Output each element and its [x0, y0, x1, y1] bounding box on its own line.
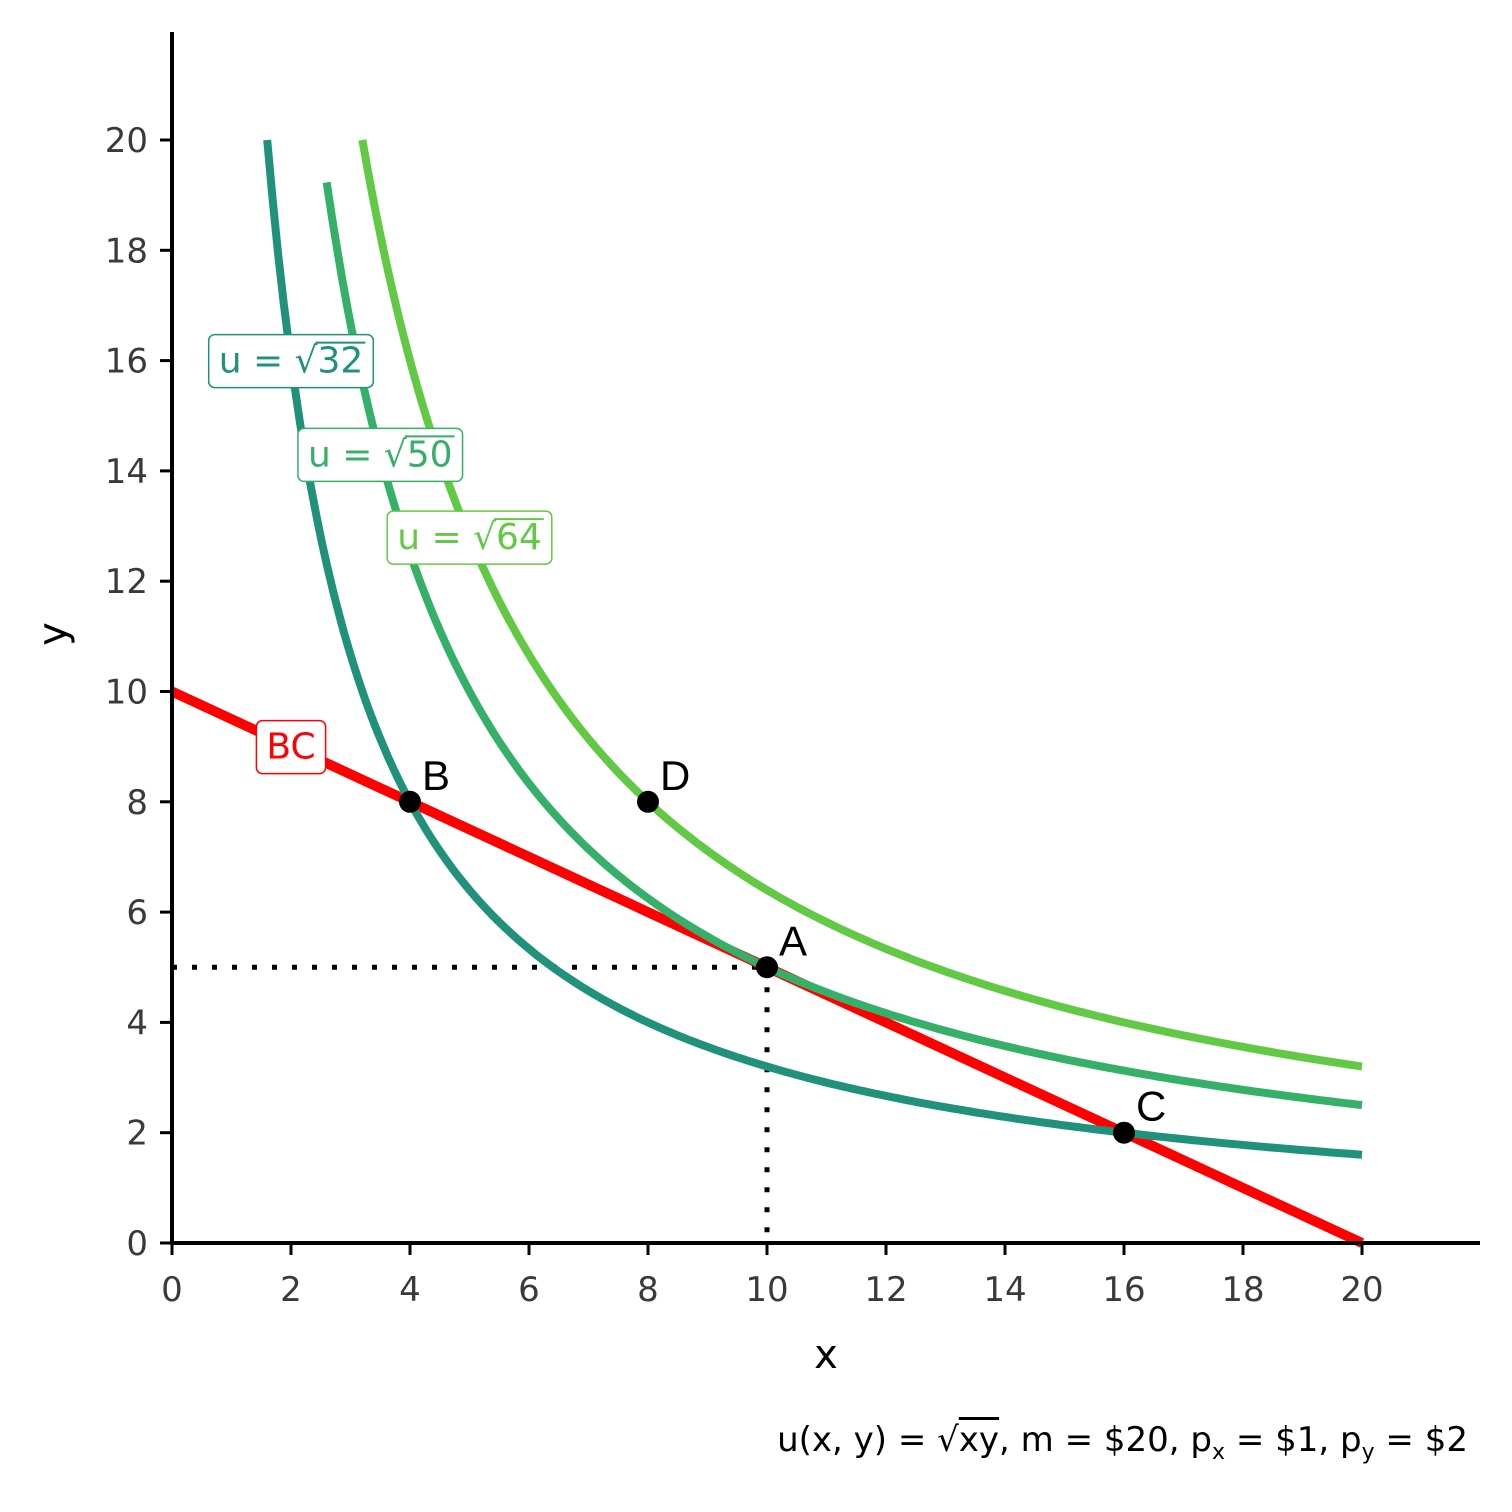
- y-tick-label: 18: [105, 231, 148, 271]
- guide-lines: [172, 964, 770, 1243]
- caption-py: = $2: [1374, 1420, 1468, 1460]
- point-label-b: B: [422, 752, 450, 799]
- y-tick-label: 2: [126, 1114, 148, 1154]
- y-tick-label: 12: [105, 562, 148, 602]
- indifference-curve-32: [263, 139, 1363, 1159]
- point-c: [1113, 1121, 1135, 1144]
- x-tick-label: 18: [1221, 1270, 1264, 1310]
- curve-labels: u = √32 u = √50 u = √64 BC: [207, 333, 553, 775]
- point-b: [399, 790, 421, 813]
- caption-py-sub: y: [1361, 1439, 1375, 1465]
- caption-utility: u(x, y) =: [777, 1420, 938, 1460]
- x-tick-label: 2: [280, 1270, 302, 1310]
- x-tick-label: 20: [1340, 1270, 1383, 1310]
- indifference-curve-50: [322, 181, 1363, 1110]
- x-tick-label: 14: [983, 1270, 1026, 1310]
- y-axis-title: y: [30, 622, 76, 646]
- y-tick-label: 8: [126, 783, 148, 823]
- x-axis-title: x: [814, 1332, 838, 1378]
- y-tick-label: 20: [105, 121, 148, 161]
- curve-label-64: u = √64: [386, 510, 553, 565]
- curve-label-bc: BC: [255, 719, 327, 775]
- y-tick-label: 10: [105, 673, 148, 713]
- x-tick-label: 10: [745, 1270, 788, 1310]
- caption-budget: , m = $20, p: [999, 1420, 1212, 1460]
- y-tick-label: 14: [105, 452, 148, 492]
- caption-sqrt-sign: √: [937, 1420, 959, 1460]
- y-tick-label: 6: [126, 893, 148, 933]
- caption-radicand: xy: [958, 1420, 1000, 1460]
- curve-label-50: u = √50: [297, 427, 464, 483]
- caption-px: = $1, p: [1225, 1420, 1362, 1460]
- x-tick-label: 4: [399, 1270, 421, 1310]
- curve-label-box: [207, 333, 375, 389]
- y-tick-label: 4: [126, 1003, 148, 1043]
- curve-label-box: [297, 427, 464, 483]
- indifference-curve-64: [358, 139, 1363, 1071]
- x-tick-label: 8: [637, 1270, 659, 1310]
- x-tick-label: 16: [1102, 1270, 1145, 1310]
- point-label-d: D: [660, 752, 690, 799]
- curve-label-text: u = √50: [308, 434, 453, 475]
- x-tick-label: 0: [161, 1270, 183, 1310]
- y-tick-label: 16: [105, 342, 148, 382]
- curve-label-box: [386, 510, 553, 565]
- point-label-c: C: [1136, 1083, 1166, 1130]
- curve-label-32: u = √32: [207, 333, 375, 389]
- chart-points: A B C D: [399, 752, 1166, 1144]
- point-label-a: A: [779, 917, 807, 964]
- curve-label-text: BC: [266, 727, 315, 768]
- point-d: [637, 790, 659, 813]
- curve-label-text: u = √64: [397, 517, 542, 558]
- x-tick-label: 12: [864, 1270, 907, 1310]
- curve-label-text: u = √32: [219, 341, 364, 382]
- chart-axes: 0 2 4 6 8 10 12 14 16 18 20 0 2 4 6 8 10 12 14 16 18 20: [105, 32, 1480, 1310]
- y-tick-label: 0: [126, 1224, 148, 1264]
- x-tick-label: 6: [518, 1270, 540, 1310]
- chart-curves: [169, 139, 1365, 1248]
- curve-label-box: [255, 719, 327, 775]
- point-a: [756, 956, 778, 979]
- chart-caption: u(x, y) = √xy, m = $20, px = $1, py = $2: [777, 1420, 1468, 1465]
- caption-px-sub: x: [1211, 1439, 1226, 1465]
